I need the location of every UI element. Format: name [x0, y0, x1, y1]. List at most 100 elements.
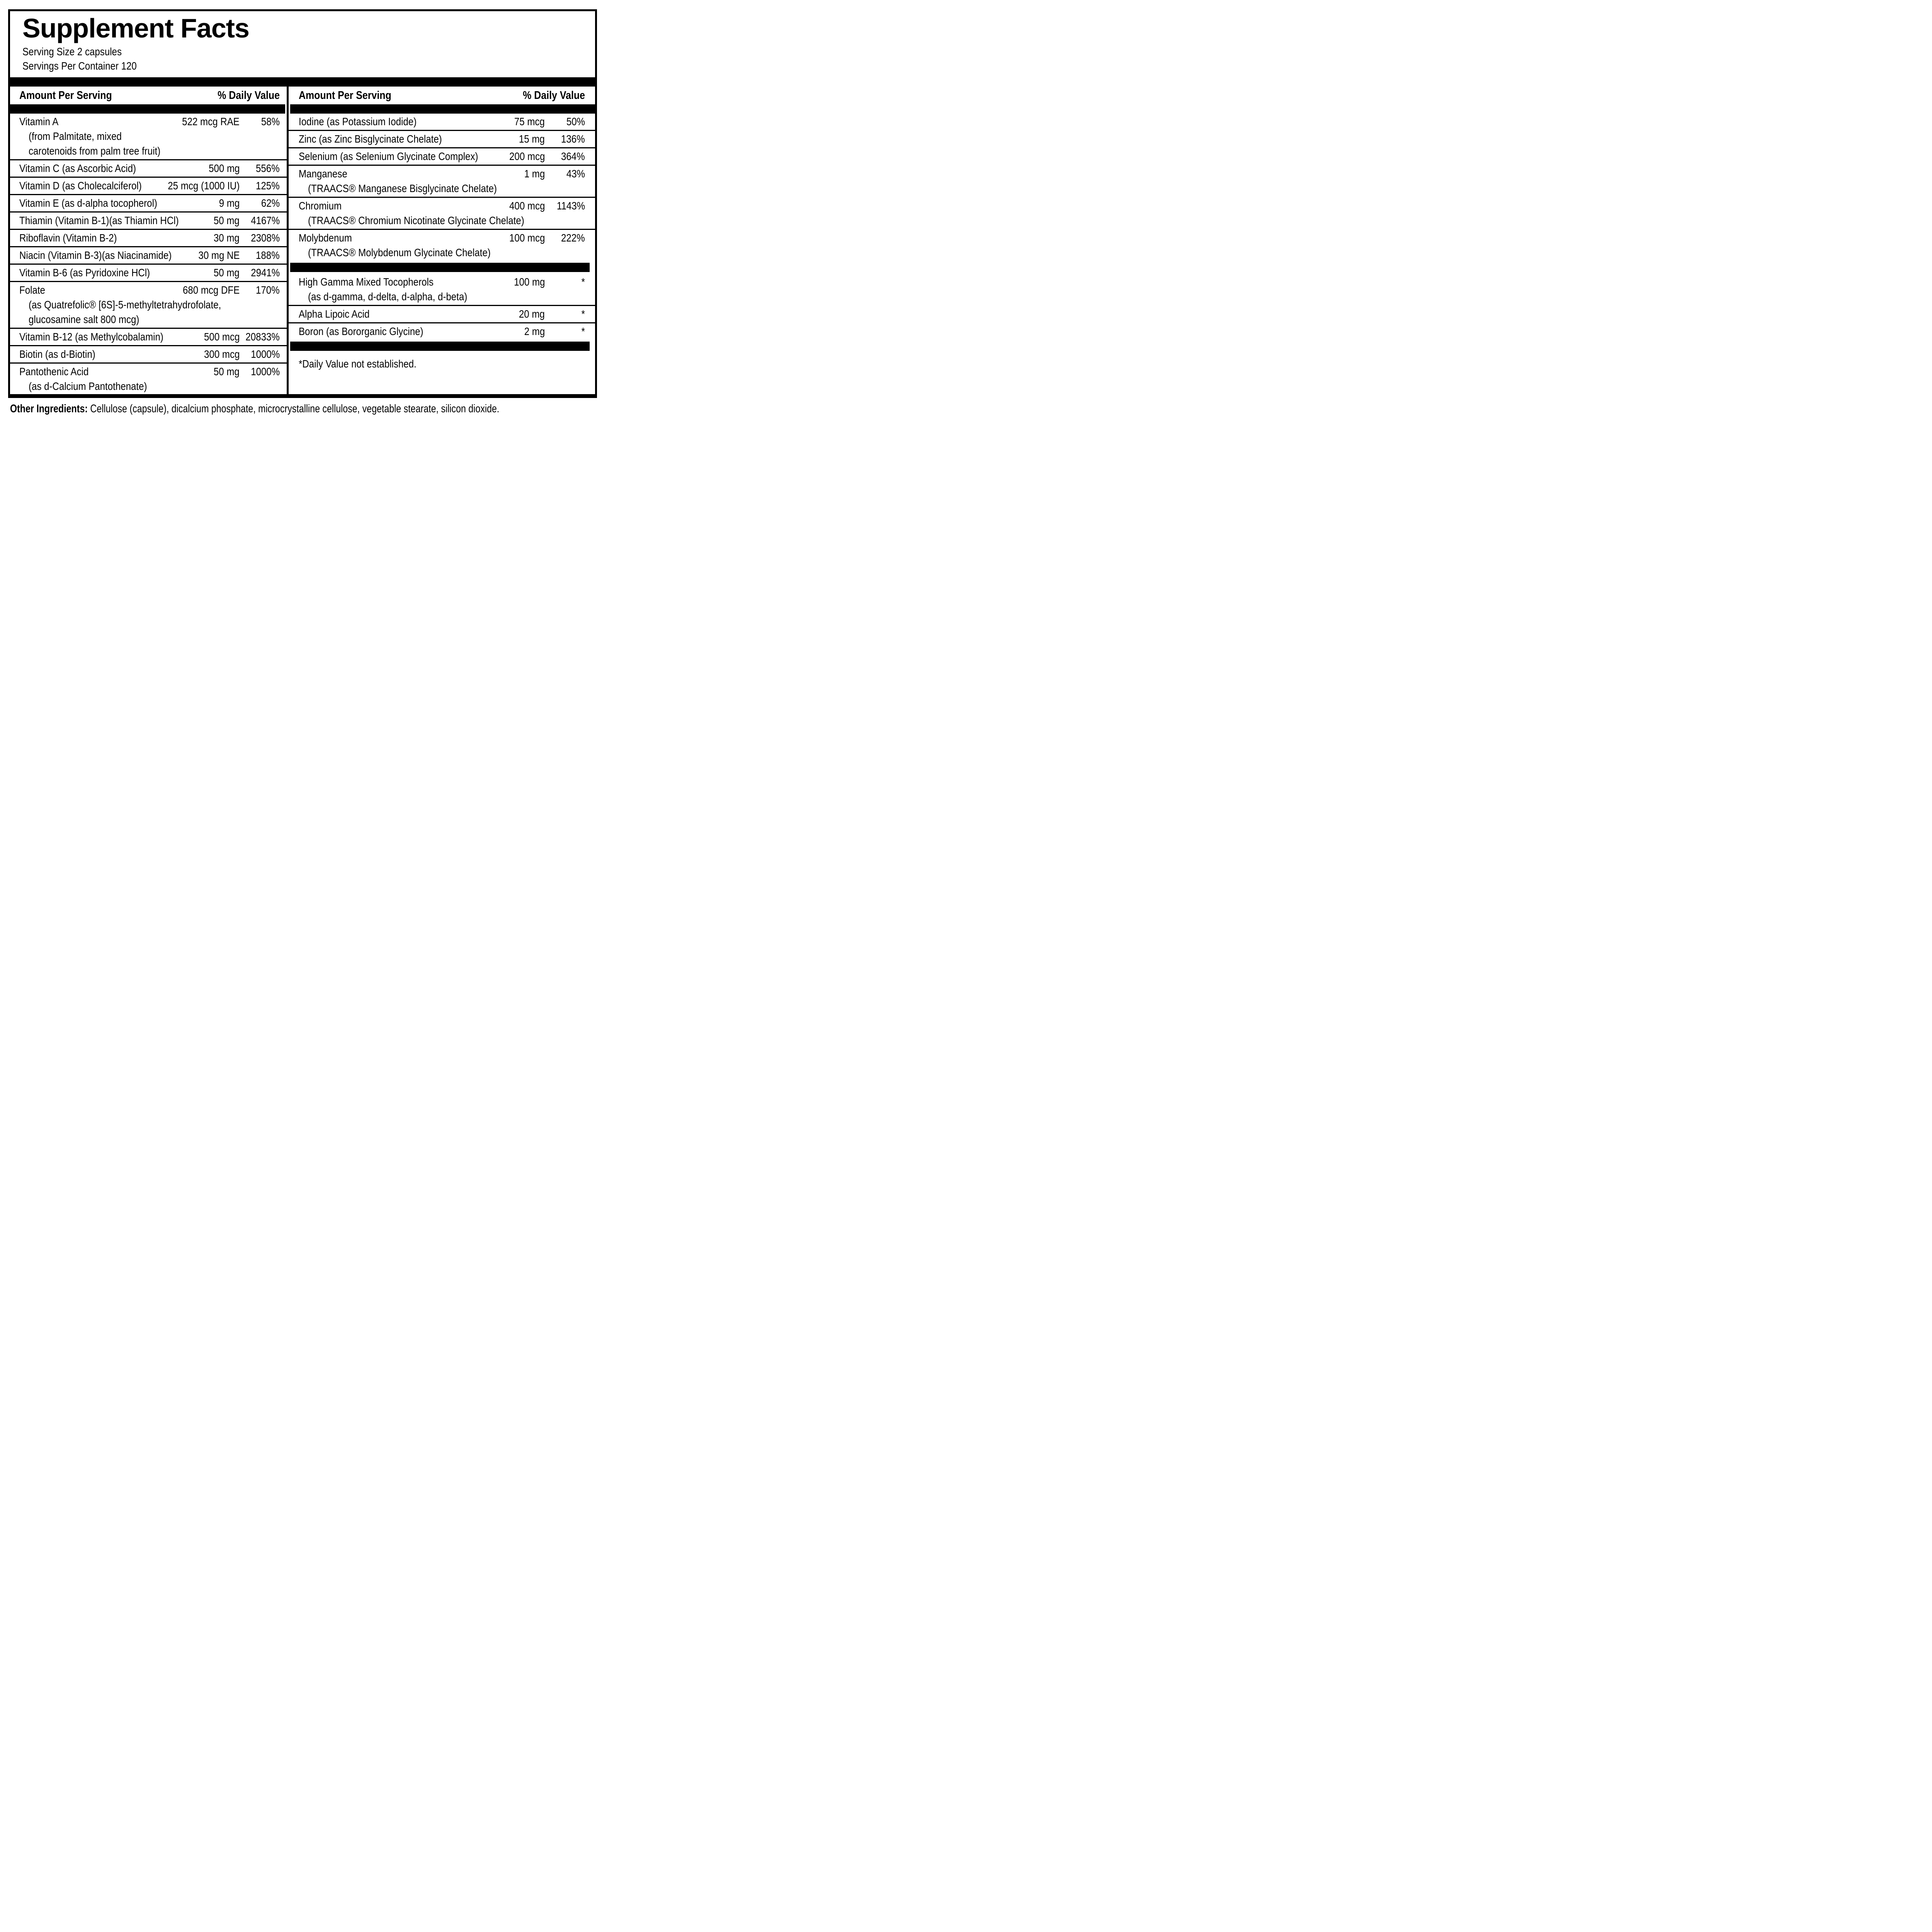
daily-value-label: % Daily Value [523, 89, 585, 102]
nutrient-name: Vitamin C (as Ascorbic Acid) [19, 162, 136, 174]
nutrient-daily-value: 43% [566, 167, 585, 180]
nutrient-row-main: Vitamin E (as d-alpha tocopherol) 9 mg 62% [19, 196, 280, 211]
nutrient-sub-text: (as d-gamma, d-delta, d-alpha, d-beta) [308, 290, 468, 303]
nutrient-sub-line: (as d-Calcium Pantothenate) [19, 379, 280, 394]
nutrient-row-main: Folate 680 mcg DFE 170% [19, 283, 280, 298]
row-vitamin-b-12-as-methylcobalamin: Vitamin B-12 (as Methylcobalamin) 500 mcg… [10, 327, 287, 345]
nutrient-row-main: Thiamin (Vitamin B-1)(as Thiamin HCl) 50 … [19, 213, 280, 228]
nutrient-daily-value: 2941% [251, 266, 280, 279]
nutrient-name: Iodine (as Potassium Iodide) [299, 115, 417, 128]
nutrient-name: Vitamin B-12 (as Methylcobalamin) [19, 330, 163, 343]
row-folate: Folate 680 mcg DFE 170% (as Quatrefolic® [6… [10, 281, 287, 328]
nutrient-row-main: Vitamin C (as Ascorbic Acid) 500 mg 556% [19, 161, 280, 176]
nutrient-sub-line: (as Quatrefolic® [6S]-5-methyltetrahydro… [19, 298, 280, 312]
nutrient-daily-value: 20833% [245, 330, 280, 343]
row-biotin-as-d-biotin: Biotin (as d-Biotin) 300 mcg 1000% [10, 345, 287, 362]
nutrient-daily-value: 1143% [556, 199, 585, 212]
right-column: Amount Per Serving % Daily Value Iodine … [289, 87, 595, 395]
nutrient-name: Selenium (as Selenium Glycinate Complex) [299, 150, 478, 162]
nutrient-row-main: Pantothenic Acid 50 mg 1000% [19, 364, 280, 379]
nutrient-amount: 50 mg [214, 365, 240, 378]
nutrient-amount: 50 mg [214, 266, 240, 279]
serving-info: Serving Size 2 capsules Servings Per Con… [22, 44, 583, 73]
nutrient-row-main: Vitamin D (as Cholecalciferol) 25 mcg (10… [19, 179, 280, 193]
nutrient-daily-value: 556% [256, 162, 280, 174]
right-column-header: Amount Per Serving % Daily Value [289, 87, 595, 104]
nutrient-daily-value: 188% [256, 249, 280, 261]
nutrient-name: Alpha Lipoic Acid [299, 308, 370, 320]
nutrient-sub-line: carotenoids from palm tree fruit) [19, 144, 280, 158]
nutrient-row-main: Molybdenum 100 mcg 222% [299, 231, 585, 245]
left-column: Amount Per Serving % Daily Value Vitamin… [10, 87, 287, 395]
nutrient-daily-value: 4167% [251, 214, 280, 226]
row-manganese: Manganese 1 mg 43% (TRAACS® Manganese Bisgl… [289, 164, 595, 197]
supplement-facts-label: { "title": "Supplement Facts", "serving"… [0, 0, 607, 429]
other-ingredients-label: Other Ingredients: [10, 403, 88, 415]
nutrient-amount: 25 mcg (1000 IU) [167, 179, 240, 192]
nutrient-amount: 50 mg [214, 214, 240, 226]
nutrient-row-main: High Gamma Mixed Tocopherols 100 mg * [299, 275, 585, 289]
row-vitamin-e-as-d-alpha-tocopherol: Vitamin E (as d-alpha tocopherol) 9 mg 62% [10, 194, 287, 211]
nutrient-sub-text: (as Quatrefolic® [6S]-5-methyltetrahydro… [29, 298, 221, 311]
nutrient-amount: 500 mcg [204, 330, 240, 343]
nutrient-amount: 522 mcg RAE [182, 115, 240, 128]
nutrient-name: Thiamin (Vitamin B-1)(as Thiamin HCl) [19, 214, 179, 226]
other-ingredients-line: Other Ingredients: Cellulose (capsule), … [10, 401, 622, 417]
nutrient-row-main: Boron (as Bororganic Glycine) 2 mg * [299, 324, 585, 339]
row-vitamin-d-as-cholecalciferol: Vitamin D (as Cholecalciferol) 25 mcg (10… [10, 176, 287, 194]
daily-value-footnote: *Daily Value not established. [289, 353, 595, 371]
nutrient-amount: 100 mcg [509, 231, 545, 244]
nutrient-name: Zinc (as Zinc Bisglycinate Chelate) [299, 133, 442, 145]
nutrient-name: Riboflavin (Vitamin B-2) [19, 231, 117, 244]
nutrient-daily-value: 1000% [251, 365, 280, 378]
nutrient-row-main: Vitamin B-6 (as Pyridoxine HCl) 50 mg 2941… [19, 265, 280, 280]
section-divider-bar [290, 341, 590, 351]
nutrient-daily-value: 62% [261, 197, 280, 209]
nutrient-name: Vitamin E (as d-alpha tocopherol) [19, 197, 157, 209]
nutrient-row-main: Riboflavin (Vitamin B-2) 30 mg 2308% [19, 231, 280, 245]
servings-per-container-line: Servings Per Container 120 [22, 59, 583, 73]
nutrient-sub-text: (TRAACS® Chromium Nicotinate Glycinate C… [308, 214, 524, 226]
nutrient-daily-value: 58% [261, 115, 280, 128]
row-niacin-vitamin-b-3-as-niacinamide: Niacin (Vitamin B-3)(as Niacinamide) 30 m… [10, 246, 287, 264]
nutrient-amount: 9 mg [219, 197, 240, 209]
nutrient-row-main: Manganese 1 mg 43% [299, 167, 585, 181]
column-divider-line [287, 86, 289, 394]
nutrient-daily-value: 136% [561, 133, 585, 145]
nutrient-amount: 75 mcg [514, 115, 545, 128]
nutrient-row-main: Selenium (as Selenium Glycinate Complex)… [299, 149, 585, 164]
nutrient-amount: 2 mg [524, 325, 545, 337]
row-iodine-as-potassium-iodide: Iodine (as Potassium Iodide) 75 mcg 50% [289, 114, 595, 130]
left-column-rows: Vitamin A 522 mcg RAE 58% (from Palmitate, … [10, 114, 287, 395]
row-pantothenic-acid: Pantothenic Acid 50 mg 1000% (as d-Calcium … [10, 362, 287, 395]
nutrient-amount: 20 mg [519, 308, 545, 320]
nutrient-name: Boron (as Bororganic Glycine) [299, 325, 423, 337]
nutrient-daily-value: 125% [256, 179, 280, 192]
nutrient-sub-line: (TRAACS® Manganese Bisglycinate Chelate) [299, 181, 585, 196]
row-selenium-as-selenium-glycinate-complex: Selenium (as Selenium Glycinate Complex)… [289, 147, 595, 165]
nutrient-name: Biotin (as d-Biotin) [19, 348, 95, 360]
nutrient-amount: 300 mcg [204, 348, 240, 360]
nutrient-sub-line: (TRAACS® Chromium Nicotinate Glycinate C… [299, 213, 585, 228]
nutrient-sub-text: (as d-Calcium Pantothenate) [29, 380, 147, 392]
nutrient-amount: 30 mg NE [198, 249, 240, 261]
nutrient-amount: 15 mg [519, 133, 545, 145]
nutrient-sub-line: (TRAACS® Molybdenum Glycinate Chelate) [299, 245, 585, 260]
nutrient-sub-line: glucosamine salt 800 mcg) [19, 312, 280, 327]
nutrient-daily-value: 50% [566, 115, 585, 128]
daily-value-label: % Daily Value [218, 89, 280, 102]
row-thiamin-vitamin-b-1-as-thiamin-hcl: Thiamin (Vitamin B-1)(as Thiamin HCl) 50 … [10, 211, 287, 229]
daily-value-footnote-text: *Daily Value not established. [299, 357, 417, 370]
section-divider-bar [290, 262, 590, 272]
nutrient-sub-line: (from Palmitate, mixed [19, 129, 280, 144]
nutrient-name: High Gamma Mixed Tocopherols [299, 276, 434, 288]
nutrient-daily-value: * [581, 308, 585, 320]
nutrient-row-main: Alpha Lipoic Acid 20 mg * [299, 307, 585, 321]
left-column-header: Amount Per Serving % Daily Value [10, 87, 287, 104]
header-divider-bar [10, 104, 285, 114]
nutrient-daily-value: * [581, 325, 585, 337]
row-high-gamma-mixed-tocopherols: High Gamma Mixed Tocopherols 100 mg * (as d… [289, 274, 595, 305]
nutrient-daily-value: 222% [561, 231, 585, 244]
serving-size-text: Serving Size 2 capsules [22, 45, 122, 58]
nutrient-sub-text: (TRAACS® Manganese Bisglycinate Chelate) [308, 182, 497, 194]
